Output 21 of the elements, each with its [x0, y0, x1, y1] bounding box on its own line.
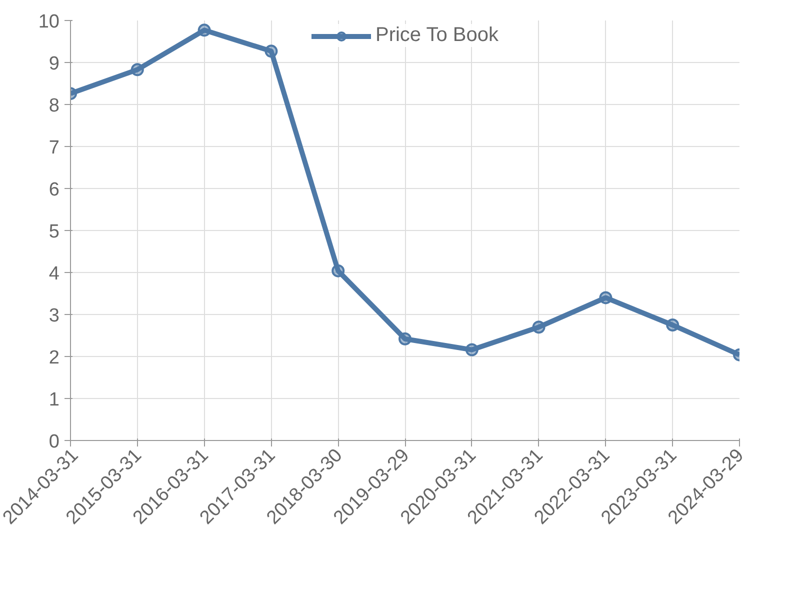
point: [332, 264, 345, 278]
y-tick-label: 6: [48, 180, 60, 200]
y-tick-label: 2: [48, 348, 60, 368]
point: [398, 332, 412, 346]
y-tick-label: 4: [48, 264, 60, 284]
point: [666, 318, 680, 332]
y-tick-label: 10: [38, 12, 60, 32]
point: [599, 291, 612, 304]
y-tick-label: 5: [48, 222, 60, 242]
y-tick-label: 8: [48, 96, 60, 116]
legend-label: Price To Book: [375, 24, 499, 47]
point: [264, 44, 278, 58]
y-tick-label: 1: [48, 390, 60, 410]
point: [198, 24, 211, 37]
y-tick-label: 7: [48, 138, 60, 158]
y-tick-label: 0: [48, 432, 60, 452]
point: [465, 343, 478, 356]
point: [130, 63, 144, 76]
y-tick-label: 3: [48, 306, 60, 326]
y-tick-label: 9: [48, 54, 60, 74]
point: [532, 320, 546, 334]
